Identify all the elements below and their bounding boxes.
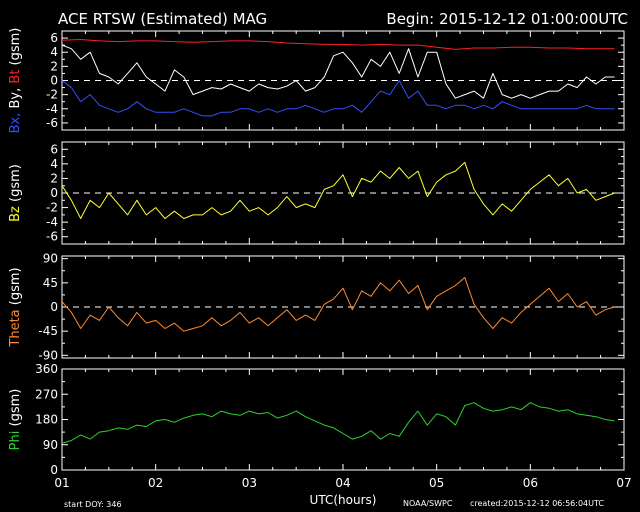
series-theta: [61, 277, 615, 332]
y-tick-label: -2: [46, 201, 58, 215]
x-tick-label: 01: [54, 476, 69, 490]
y-tick-label: -6: [46, 230, 58, 244]
y-axis-label: Phi (gsm): [8, 389, 23, 451]
y-axis-label: Bx, By, Bt (gsm): [8, 28, 23, 134]
y-tick-label: 0: [50, 186, 58, 200]
y-tick-label: 45: [43, 276, 58, 290]
x-tick-label: 06: [523, 476, 538, 490]
x-tick-label: 02: [148, 476, 163, 490]
y-tick-label: 180: [35, 413, 58, 427]
series-bx: [61, 80, 615, 117]
y-axis-label-part: (gsm): [8, 164, 23, 206]
start-doy: start DOY: 346: [64, 500, 122, 509]
panel-theta: -90 -45 0 45 90 Theta (gsm): [8, 252, 625, 362]
y-tick-label: 6: [50, 31, 58, 45]
x-tick-label: 03: [242, 476, 257, 490]
begin-time: Begin: 2015-12-12 01:00:00UTC: [386, 10, 628, 28]
x-axis-label: UTC(hours): [310, 493, 377, 507]
y-tick-label: -4: [46, 102, 58, 116]
created-time: created:2015-12-12 06:56:04UTC: [470, 499, 604, 508]
y-tick-label: 360: [35, 362, 58, 376]
y-tick-label: -45: [38, 324, 58, 338]
y-axis-label: Bz (gsm): [8, 164, 23, 222]
x-tick-label: 05: [429, 476, 444, 490]
y-tick-label: 2: [50, 59, 58, 73]
y-tick-label: 90: [43, 252, 58, 266]
x-tick-label: 04: [335, 476, 350, 490]
plot-title: ACE RTSW (Estimated) MAG: [58, 10, 267, 28]
y-axis-label-part: Phi: [8, 431, 23, 451]
y-axis-label-part: Theta: [8, 309, 23, 347]
y-tick-label: 4: [50, 157, 58, 171]
y-tick-label: -6: [46, 116, 58, 130]
y-tick-label: 0: [50, 74, 58, 88]
y-tick-label: -2: [46, 88, 58, 102]
y-axis-label-part: (gsm): [8, 267, 23, 309]
x-tick-label: 07: [616, 476, 631, 490]
y-axis-label-part: (gsm): [8, 28, 23, 70]
y-axis-label-part: Bz: [8, 206, 23, 222]
series-by: [61, 44, 615, 99]
y-tick-label: -4: [46, 215, 58, 229]
y-tick-label: 6: [50, 142, 58, 156]
y-axis-label: Theta (gsm): [8, 267, 23, 347]
y-tick-label: 2: [50, 171, 58, 185]
y-tick-label: 0: [50, 300, 58, 314]
y-axis-label-part: By,: [8, 88, 23, 113]
series-phi: [61, 402, 615, 444]
y-axis-label-part: Bx,: [8, 113, 23, 134]
y-tick-label: 0: [50, 463, 58, 477]
panel-phi: 0 90 180 270 360 Phi (gsm): [8, 362, 625, 477]
series-bt: [61, 39, 615, 50]
y-tick-label: 4: [50, 45, 58, 59]
credit: NOAA/SWPC: [403, 499, 453, 508]
y-axis-label-part: Bt: [8, 70, 23, 88]
series-bz: [61, 161, 615, 219]
y-tick-label: 90: [43, 438, 58, 452]
y-tick-label: -90: [38, 348, 58, 362]
panel-frame: [61, 368, 625, 471]
y-axis-label-part: (gsm): [8, 389, 23, 431]
y-tick-label: 270: [35, 387, 58, 401]
